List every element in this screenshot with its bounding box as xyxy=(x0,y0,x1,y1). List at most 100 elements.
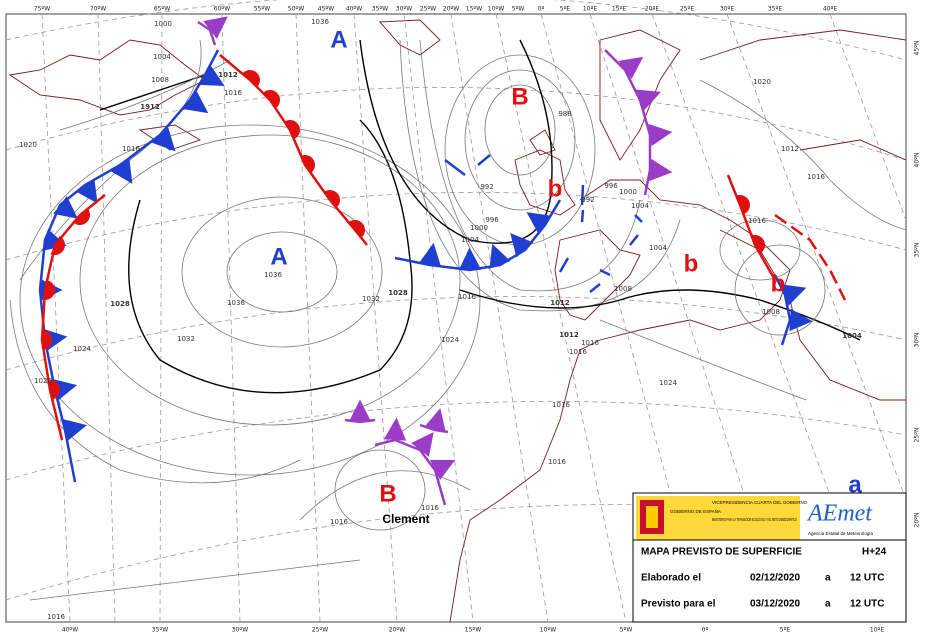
isobar-label: 1000 xyxy=(154,20,172,28)
isobar-label: 1016 xyxy=(330,518,348,526)
pressure-center: A xyxy=(330,26,347,53)
made-date: 02/12/2020 xyxy=(750,573,800,584)
info-box: GOBIERNO DE ESPAÑA VICEPRESIDENCIA CUART… xyxy=(632,492,907,623)
lon-label: 15ºW xyxy=(465,627,481,634)
lon-label: 5ºE xyxy=(780,627,791,634)
lon-label: 40ºW xyxy=(62,627,78,634)
lon-label: 15ºW xyxy=(466,6,482,13)
gov-text: GOBIERNO DE ESPAÑA xyxy=(670,508,721,514)
map-frame xyxy=(5,13,907,623)
isobar-label: 1016 xyxy=(569,348,587,356)
isobar-label: 1016 xyxy=(458,293,476,301)
isobar-label: 1000 xyxy=(619,188,637,196)
pressure-center: B xyxy=(379,480,396,507)
isobar-label: 1000 xyxy=(470,224,488,232)
lon-label: 5ºW xyxy=(620,627,633,634)
isobar-label: 1016 xyxy=(548,458,566,466)
isobar-label: 1020 xyxy=(34,377,52,385)
storm-name: Clement xyxy=(382,512,429,526)
lon-label: 15ºE xyxy=(612,6,626,13)
pressure-center: A xyxy=(270,243,287,270)
lon-label: 30ºW xyxy=(232,627,248,634)
labels: 75ºW 70ºW 65ºW 60ºW 55ºW 50ºW 45ºW 40ºW 35ºW 30ºW… xyxy=(19,6,920,634)
isobar-label: 1016 xyxy=(47,613,65,621)
isobar-label: 992 xyxy=(480,183,493,191)
pressure-center: b xyxy=(771,270,786,297)
coat-of-arms-inner xyxy=(646,506,658,528)
isobar-label: 1016 xyxy=(807,173,825,181)
lon-label: 20ºW xyxy=(389,627,405,634)
isobar-label: 1028 xyxy=(388,289,408,297)
fronts xyxy=(38,16,847,506)
isobar-label: 1016 xyxy=(581,339,599,347)
isobar-label: 1008 xyxy=(614,285,632,293)
agency: Agencia Estatal de Meteorología xyxy=(808,531,874,536)
made-label: Elaborado el xyxy=(641,573,701,584)
isobar-label: 1004 xyxy=(461,236,479,244)
lat-label: 30ºN xyxy=(914,333,921,348)
isobar-label: 1008 xyxy=(151,76,169,84)
lon-label: 10ºW xyxy=(540,627,556,634)
isobar-label: 1036 xyxy=(264,271,282,279)
isobar-label: 1016 xyxy=(748,217,766,225)
lon-label: 70ºW xyxy=(90,6,106,13)
isobar-label: 1032 xyxy=(362,295,380,303)
lon-label: 20ºW xyxy=(443,6,459,13)
lon-label: 5ºE xyxy=(560,6,571,13)
lat-label: 40ºN xyxy=(914,153,921,168)
made-at: a xyxy=(825,573,831,584)
lat-label: 20ºN xyxy=(914,513,921,528)
ministry-text: MINISTERIO PARA LA TRANSICIÓN ECOLÓGICA … xyxy=(712,516,797,522)
lon-label: 0º xyxy=(702,627,709,634)
isobar-label: 1016 xyxy=(122,145,140,153)
lat-label: 45ºN xyxy=(914,41,921,56)
isobar-label: 1024 xyxy=(441,336,459,344)
lon-label: 45ºW xyxy=(318,6,334,13)
lon-label: 65ºW xyxy=(154,6,170,13)
valid-at: a xyxy=(825,599,831,610)
isobar-label: 1004 xyxy=(842,332,862,340)
isobar-label: 992 xyxy=(581,196,594,204)
isobar-label: 1004 xyxy=(631,202,649,210)
lon-label: 40ºW xyxy=(346,6,362,13)
isobar-label: 996 xyxy=(604,182,618,190)
isobar-label: 1012 xyxy=(559,331,579,339)
pressure-center: b xyxy=(548,175,563,202)
isobar-label: 1012 xyxy=(781,145,799,153)
lon-label: 60ºW xyxy=(214,6,230,13)
isobar-label: 988 xyxy=(558,110,571,118)
isobar-label: 1036 xyxy=(227,299,245,307)
isobar-label: 1020 xyxy=(19,141,37,149)
isobar-label: 1016 xyxy=(552,401,570,409)
isobar-label: 1012 xyxy=(218,71,238,79)
made-time: 12 UTC xyxy=(850,573,884,584)
lat-label: 35ºN xyxy=(914,243,921,258)
vice-text: VICEPRESIDENCIA CUARTA DEL GOBIERNO xyxy=(712,500,808,505)
title: MAPA PREVISTO DE SUPERFICIE xyxy=(641,547,802,558)
valid-label: Previsto para el xyxy=(641,599,716,610)
lon-label: 35ºW xyxy=(372,6,388,13)
lon-label: 25ºE xyxy=(680,6,694,13)
isobar-label: 1024 xyxy=(73,345,91,353)
lon-label: 55ºW xyxy=(254,6,270,13)
isobar-label: 1020 xyxy=(753,78,771,86)
lon-label: 5ºW xyxy=(512,6,525,13)
isobar-label: 1024 xyxy=(659,379,677,387)
pressure-center: B xyxy=(511,83,528,110)
pressure-center: b xyxy=(684,250,699,277)
pressure-center: a xyxy=(848,471,862,498)
lat-label: 25ºN xyxy=(914,428,921,443)
isobar-label: 1912 xyxy=(140,103,160,111)
isobar-label: 1016 xyxy=(421,504,439,512)
isobar-label: 1028 xyxy=(110,300,130,308)
isobar-label: 1036 xyxy=(311,18,329,26)
lon-label: 25ºW xyxy=(420,6,436,13)
lon-label: 75ºW xyxy=(34,6,50,13)
lon-label: 35ºW xyxy=(152,627,168,634)
lon-label: 25ºW xyxy=(312,627,328,634)
isobar-label: 1004 xyxy=(153,53,171,61)
lon-label: 10ºE xyxy=(870,627,884,634)
isobar-label: 996 xyxy=(485,216,499,224)
lon-label: 50ºW xyxy=(288,6,304,13)
